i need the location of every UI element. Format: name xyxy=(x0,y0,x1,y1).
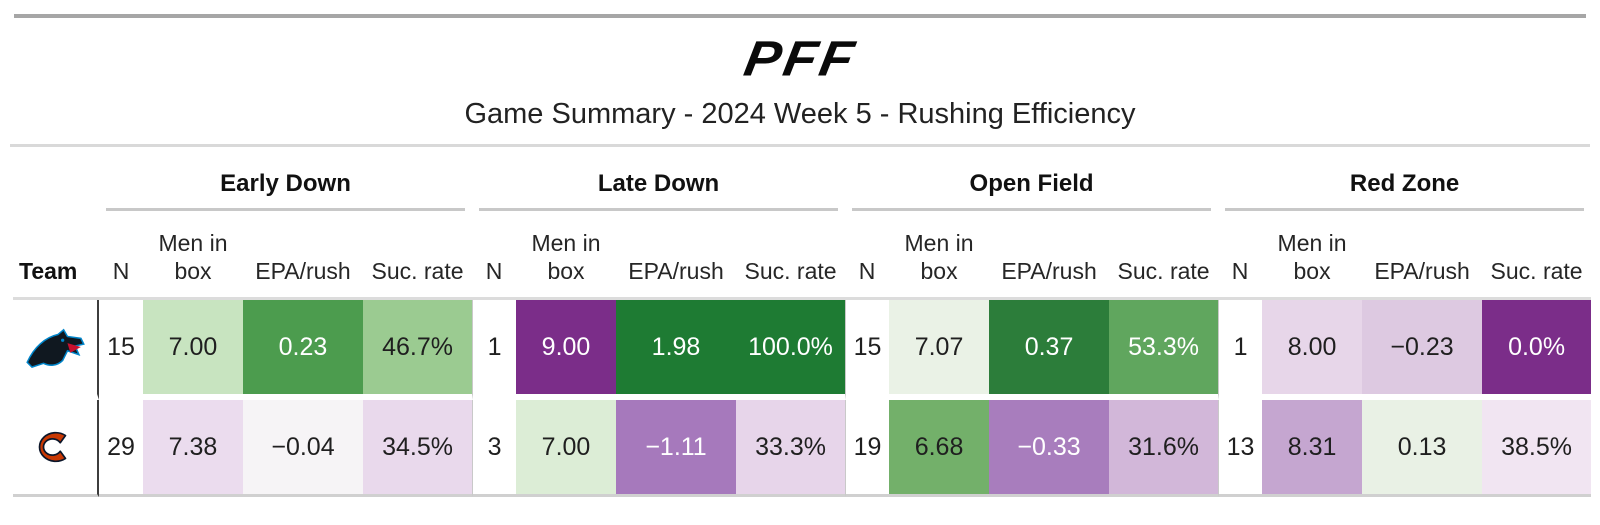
men-in-box-cell: 7.00 xyxy=(143,300,243,400)
col-header-men-in-box: Men in box xyxy=(1262,211,1363,300)
suc-rate-cell: 53.3% xyxy=(1109,300,1219,400)
group-header-open-field: Open Field xyxy=(845,149,1218,211)
suc-rate-cell: 0.0% xyxy=(1482,300,1592,400)
pff-logo-text: PFF xyxy=(739,31,861,87)
col-header-epa-rush: EPA/rush xyxy=(616,211,737,300)
bears-logo-icon xyxy=(38,431,67,463)
men-in-box-cell: 8.31 xyxy=(1262,400,1363,497)
table-row-panthers: 15 7.00 0.23 46.7% 1 9.00 1.98 100.0% 15 7.07 0.37… xyxy=(13,300,1592,400)
n-cell: 15 xyxy=(845,300,890,400)
column-header-row: Team N Men in box EPA/rush Suc. rate N M… xyxy=(13,211,1592,300)
col-header-epa-rush: EPA/rush xyxy=(989,211,1110,300)
epa-rush-cell: −1.11 xyxy=(616,400,737,497)
team-column-header: Team xyxy=(13,211,99,300)
n-cell: 15 xyxy=(99,300,143,400)
panthers-logo-icon xyxy=(26,328,85,369)
men-in-box-cell: 8.00 xyxy=(1262,300,1363,400)
group-header-early-down: Early Down xyxy=(99,149,472,211)
col-header-n: N xyxy=(99,211,143,300)
col-header-n: N xyxy=(845,211,890,300)
suc-rate-cell: 31.6% xyxy=(1109,400,1219,497)
group-underline xyxy=(1225,208,1585,211)
col-header-suc-rate: Suc. rate xyxy=(1482,211,1592,300)
group-header-red-zone: Red Zone xyxy=(1218,149,1591,211)
epa-rush-cell: 0.23 xyxy=(243,300,363,400)
col-header-suc-rate: Suc. rate xyxy=(736,211,846,300)
epa-rush-cell: −0.33 xyxy=(989,400,1110,497)
col-header-men-in-box: Men in box xyxy=(143,211,243,300)
men-in-box-cell: 7.00 xyxy=(516,400,617,497)
pff-logo: PFF xyxy=(0,28,1600,87)
n-cell: 1 xyxy=(472,300,517,400)
men-in-box-cell: 6.68 xyxy=(889,400,990,497)
epa-rush-cell: −0.04 xyxy=(243,400,363,497)
group-underline xyxy=(479,208,839,211)
epa-rush-cell: 0.13 xyxy=(1362,400,1483,497)
men-in-box-cell: 7.07 xyxy=(889,300,990,400)
team-cell-bears xyxy=(13,400,99,497)
n-cell: 29 xyxy=(99,400,143,497)
top-divider-bar xyxy=(14,14,1586,18)
team-cell-panthers xyxy=(13,300,99,400)
table-row-bears: 29 7.38 −0.04 34.5% 3 7.00 −1.11 33.3% 19 6.68 −0.… xyxy=(13,400,1592,497)
men-in-box-cell: 9.00 xyxy=(516,300,617,400)
n-cell: 3 xyxy=(472,400,517,497)
suc-rate-cell: 100.0% xyxy=(736,300,846,400)
col-header-men-in-box: Men in box xyxy=(516,211,617,300)
suc-rate-cell: 34.5% xyxy=(363,400,473,497)
col-header-epa-rush: EPA/rush xyxy=(243,211,363,300)
group-header-row: Early Down Late Down Open Field Red Zone xyxy=(13,149,1591,211)
suc-rate-cell: 38.5% xyxy=(1482,400,1592,497)
group-underline xyxy=(106,208,466,211)
men-in-box-cell: 7.38 xyxy=(143,400,243,497)
suc-rate-cell: 33.3% xyxy=(736,400,846,497)
rushing-efficiency-table: Early Down Late Down Open Field Red Zone… xyxy=(13,149,1592,497)
title-underline-rule xyxy=(10,144,1590,147)
col-header-suc-rate: Suc. rate xyxy=(363,211,473,300)
n-cell: 13 xyxy=(1218,400,1263,497)
suc-rate-cell: 46.7% xyxy=(363,300,473,400)
epa-rush-cell: 1.98 xyxy=(616,300,737,400)
epa-rush-cell: −0.23 xyxy=(1362,300,1483,400)
col-header-n: N xyxy=(472,211,517,300)
n-cell: 19 xyxy=(845,400,890,497)
col-header-epa-rush: EPA/rush xyxy=(1362,211,1483,300)
epa-rush-cell: 0.37 xyxy=(989,300,1110,400)
n-cell: 1 xyxy=(1218,300,1263,400)
col-header-men-in-box: Men in box xyxy=(889,211,990,300)
col-header-n: N xyxy=(1218,211,1263,300)
page-title: Game Summary - 2024 Week 5 - Rushing Eff… xyxy=(464,98,1136,130)
group-underline xyxy=(852,208,1212,211)
col-header-suc-rate: Suc. rate xyxy=(1109,211,1219,300)
group-header-spacer xyxy=(13,149,99,211)
group-header-late-down: Late Down xyxy=(472,149,845,211)
